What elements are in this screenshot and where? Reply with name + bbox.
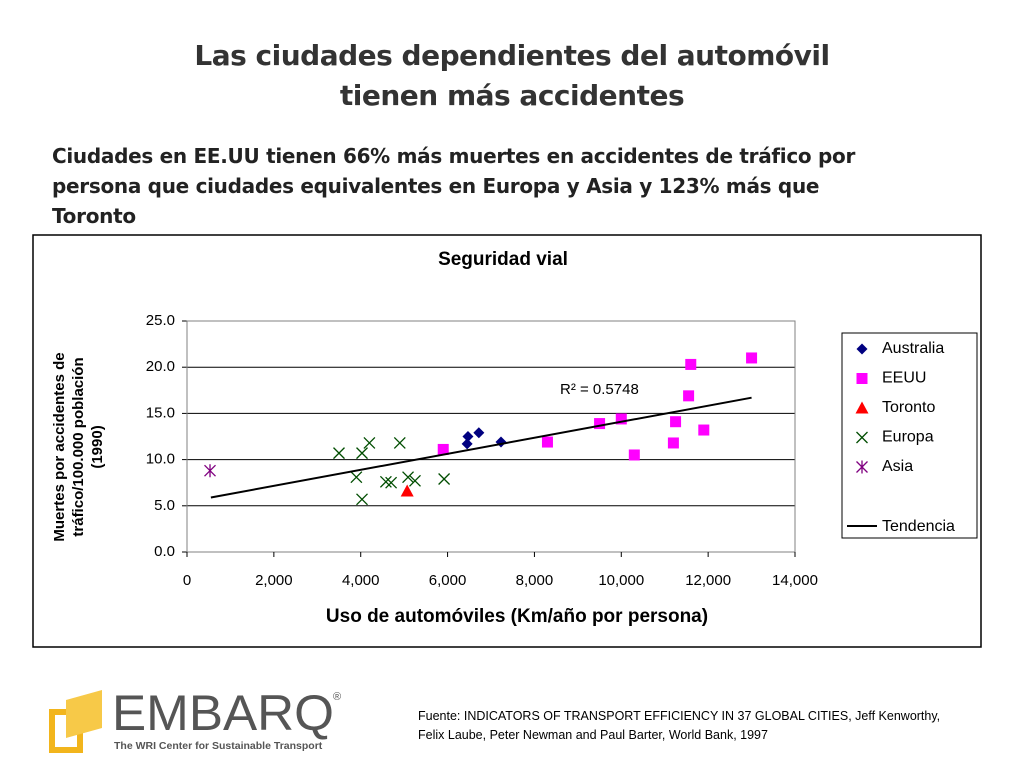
x-tick-label: 4,000 (342, 572, 380, 589)
scatter-point (667, 437, 679, 449)
scatter-point (385, 476, 398, 489)
scatter-point (393, 437, 406, 449)
legend-label: Australia (882, 340, 944, 357)
scatter-point (628, 449, 640, 461)
scatter-point (615, 413, 627, 425)
y-tick-label: 10.0 (146, 451, 175, 468)
scatter-point (462, 431, 474, 442)
scatter-point (683, 390, 695, 402)
logo-icon (66, 690, 102, 738)
scatter-point (685, 358, 697, 370)
slide-title: Las ciudades dependientes del automóvil … (0, 36, 1024, 116)
title-line: Las ciudades dependientes del automóvil (194, 39, 830, 72)
y-tick-label: 15.0 (146, 404, 175, 421)
scatter-point (379, 475, 392, 488)
legend-label: Tendencia (882, 518, 955, 535)
scatter-point (461, 438, 473, 450)
source-line: Fuente: INDICATORS OF TRANSPORT EFFICIEN… (418, 709, 941, 723)
plot-area (186, 320, 796, 553)
y-axis-label: Muertes por accidentes de tráfico/100.00… (51, 352, 106, 541)
x-tick-label: 6,000 (429, 572, 467, 589)
scatter-point (333, 447, 345, 460)
x-tick-label: 2,000 (255, 572, 293, 589)
y-tick-label: 0.0 (154, 543, 175, 560)
y-label-line: tráfico/100.000 población (70, 357, 87, 536)
y-label-line: Muertes por accidentes de (51, 352, 68, 541)
y-label-line: (1990) (89, 425, 106, 468)
scatter-point (438, 473, 451, 485)
y-tick-label: 5.0 (154, 497, 175, 514)
source-line: Felix Laube, Peter Newman and Paul Barte… (418, 728, 768, 742)
scatter-point (409, 474, 421, 487)
scatter-point (400, 484, 414, 497)
x-tick-label: 10,000 (598, 572, 644, 589)
scatter-point (437, 443, 449, 455)
logo: EMBARQ ® The WRI Center for Sustainable … (49, 685, 341, 753)
legend-marker (855, 401, 869, 414)
scatter-point (356, 493, 368, 506)
logo-tagline: The WRI Center for Sustainable Transport (114, 740, 323, 752)
legend-label: Toronto (882, 399, 935, 416)
x-axis-label: Uso de automóviles (Km/año por persona) (326, 606, 708, 627)
y-tick-label: 25.0 (146, 312, 175, 329)
scatter-point (698, 424, 710, 436)
legend-label: EEUU (882, 370, 926, 387)
subtitle-line: Ciudades en EE.UU tienen 66% más muertes… (52, 144, 856, 168)
scatter-point (204, 464, 216, 478)
trend-line (210, 396, 752, 499)
scatter-point (350, 471, 363, 484)
y-tick-label: 20.0 (146, 358, 175, 375)
scatter-point (356, 447, 368, 460)
logo-text: EMBARQ (112, 685, 334, 741)
legend-marker (856, 431, 868, 444)
legend-label: Asia (882, 458, 913, 475)
source-note: Fuente: INDICATORS OF TRANSPORT EFFICIEN… (418, 707, 978, 745)
subtitle-line: persona que ciudades equivalentes en Eur… (52, 174, 820, 198)
legend-label: Europa (882, 429, 934, 446)
subtitle-line: Toronto (52, 204, 136, 228)
scatter-point (363, 437, 376, 449)
scatter-point (473, 427, 485, 439)
annotation: R² = 0.5748 (560, 381, 639, 398)
scatter-point (746, 352, 758, 364)
legend-marker (856, 343, 868, 355)
logo-mark: ® (333, 691, 341, 703)
scatter-point (541, 436, 553, 448)
x-tick-label: 14,000 (772, 572, 818, 589)
scatter-point (402, 471, 415, 484)
scatter-point (670, 416, 682, 428)
x-tick-label: 8,000 (516, 572, 554, 589)
chart-frame (32, 234, 982, 648)
legend-marker (856, 460, 868, 474)
chart-title: Seguridad vial (438, 249, 568, 270)
x-tick-label: 0 (183, 572, 191, 589)
scatter-point (495, 436, 507, 448)
legend-marker (856, 373, 868, 384)
title-line: tienen más accidentes (339, 79, 685, 112)
slide-subtitle: Ciudades en EE.UU tienen 66% más muertes… (52, 141, 952, 231)
x-tick-label: 12,000 (685, 572, 731, 589)
scatter-point (594, 418, 606, 430)
